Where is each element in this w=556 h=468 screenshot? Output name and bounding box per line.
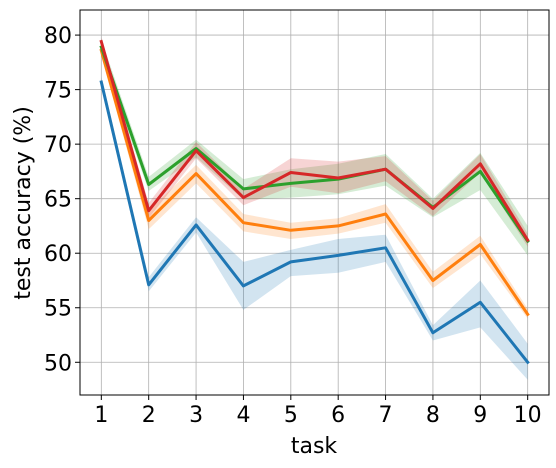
plot-area (80, 10, 549, 395)
y-tick-label: 75 (44, 79, 72, 104)
x-tick-label: 1 (94, 403, 108, 428)
y-tick-label: 55 (44, 297, 72, 322)
y-tick-label: 80 (44, 24, 72, 49)
x-tick-label: 6 (331, 403, 345, 428)
y-tick-label: 65 (44, 188, 72, 213)
confidence-band-3 (101, 37, 528, 247)
series-line-2 (99, 45, 530, 244)
x-tick-label: 8 (426, 403, 440, 428)
y-axis-label: test accuracy (%) (11, 106, 36, 300)
plot-frame (79, 9, 550, 396)
y-tick-label: 60 (44, 242, 72, 267)
y-tick-label: 70 (44, 133, 72, 158)
y-tick-label: 50 (44, 351, 72, 376)
grid (80, 10, 549, 395)
series-lines (99, 39, 530, 365)
series-line-3 (99, 39, 530, 243)
x-tick-label: 5 (284, 403, 298, 428)
confidence-band-2 (101, 39, 528, 256)
series-line-1 (99, 48, 530, 317)
y-axis-ticks: 50 55 60 65 70 75 80 (44, 24, 80, 376)
x-tick-label: 4 (236, 403, 250, 428)
x-tick-label: 7 (379, 403, 393, 428)
x-axis-ticks: 1 2 3 4 5 6 7 8 9 10 (94, 395, 542, 428)
x-tick-label: 10 (514, 403, 542, 428)
x-tick-label: 3 (189, 403, 203, 428)
x-tick-label: 2 (142, 403, 156, 428)
x-tick-label: 9 (473, 403, 487, 428)
x-axis-label: task (291, 434, 338, 459)
series-line-0 (99, 80, 530, 365)
confidence-band-0 (101, 76, 528, 380)
